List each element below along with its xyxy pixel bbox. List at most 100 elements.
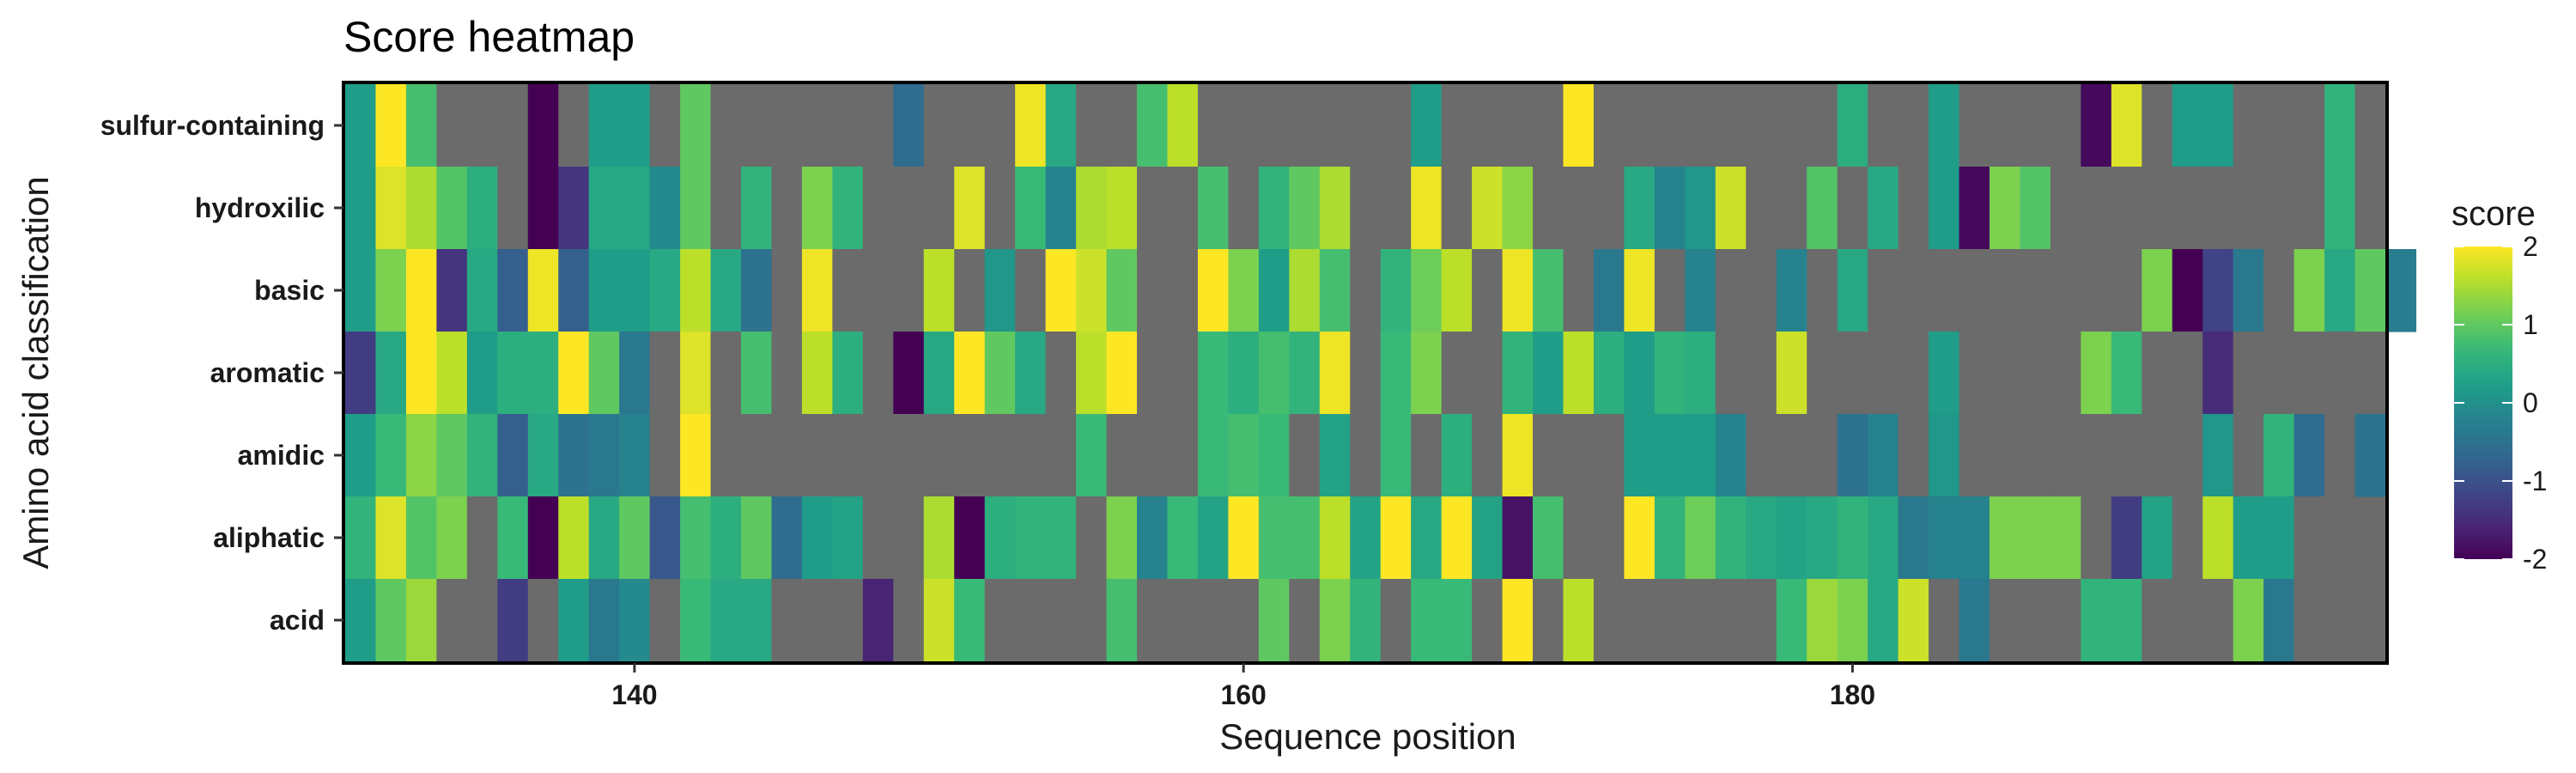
x-tick-label: 140 bbox=[611, 679, 657, 710]
heatmap-cell bbox=[1380, 332, 1412, 415]
heatmap-cell bbox=[1441, 84, 1473, 167]
heatmap-cell bbox=[862, 249, 894, 332]
heatmap-cell bbox=[1715, 84, 1747, 167]
heatmap-cell bbox=[954, 496, 986, 580]
heatmap-cell bbox=[1837, 332, 1868, 415]
heatmap-cell bbox=[1715, 414, 1747, 497]
heatmap-cell bbox=[1929, 84, 1960, 167]
heatmap-cell bbox=[1015, 84, 1047, 167]
heatmap-cell bbox=[1624, 167, 1656, 250]
heatmap-cell bbox=[741, 167, 773, 250]
heatmap-cell bbox=[649, 414, 681, 497]
heatmap-cell bbox=[771, 167, 803, 250]
y-tick-label: acid bbox=[270, 605, 325, 636]
heatmap-cell bbox=[710, 414, 742, 497]
heatmap-cell bbox=[1319, 332, 1351, 415]
heatmap-cell bbox=[2172, 414, 2203, 497]
heatmap-cell bbox=[1593, 332, 1625, 415]
heatmap-cell bbox=[832, 579, 864, 662]
heatmap-cell bbox=[558, 579, 590, 662]
heatmap-cell bbox=[1685, 84, 1716, 167]
heatmap-cell bbox=[619, 332, 651, 415]
heatmap-cell bbox=[801, 167, 833, 250]
heatmap-cell bbox=[1868, 84, 1899, 167]
heatmap-cell bbox=[1807, 167, 1838, 250]
heatmap-cell bbox=[1137, 84, 1169, 167]
heatmap-cell bbox=[1258, 249, 1290, 332]
heatmap-cell bbox=[649, 249, 681, 332]
heatmap-cell bbox=[2111, 249, 2142, 332]
heatmap-cell bbox=[436, 414, 468, 497]
heatmap-cell bbox=[1472, 249, 1504, 332]
heatmap-cell bbox=[1137, 496, 1169, 580]
heatmap-cell bbox=[2293, 167, 2325, 250]
heatmap-cell bbox=[1411, 249, 1443, 332]
heatmap-cell bbox=[1715, 332, 1747, 415]
heatmap-cell bbox=[1776, 414, 1807, 497]
heatmap-cell bbox=[2081, 414, 2112, 497]
heatmap-cell bbox=[1929, 249, 1960, 332]
heatmap-cell bbox=[466, 84, 498, 167]
heatmap-cell bbox=[801, 249, 833, 332]
heatmap-cell bbox=[893, 249, 925, 332]
heatmap-cell bbox=[2142, 579, 2173, 662]
heatmap-cell bbox=[771, 84, 803, 167]
heatmap-cell bbox=[1106, 332, 1138, 415]
heatmap-cell bbox=[1776, 496, 1807, 580]
heatmap-cell bbox=[1319, 414, 1351, 497]
heatmap-cell bbox=[1076, 167, 1108, 250]
heatmap-cell bbox=[1289, 332, 1321, 415]
heatmap-cell bbox=[527, 249, 559, 332]
heatmap-cell bbox=[345, 249, 377, 332]
heatmap-cell bbox=[2020, 579, 2051, 662]
heatmap-cell bbox=[2263, 167, 2295, 250]
heatmap-cell bbox=[2385, 249, 2417, 332]
heatmap-cell bbox=[1350, 414, 1382, 497]
heatmap-cell bbox=[1289, 579, 1321, 662]
heatmap-cell bbox=[1837, 579, 1868, 662]
heatmap-cell bbox=[1654, 496, 1686, 580]
heatmap-cell bbox=[2111, 167, 2142, 250]
legend-title: score bbox=[2451, 195, 2536, 233]
heatmap-cell bbox=[1533, 579, 1564, 662]
heatmap-cell bbox=[1076, 332, 1108, 415]
legend-ticks: 2 1 0 -1 -2 bbox=[2454, 231, 2547, 575]
heatmap-cell bbox=[466, 579, 498, 662]
heatmap-cell bbox=[2172, 84, 2203, 167]
heatmap-cell bbox=[1137, 332, 1169, 415]
heatmap-cell bbox=[1746, 332, 1777, 415]
heatmap-cell bbox=[1380, 167, 1412, 250]
heatmap-cell bbox=[741, 579, 773, 662]
heatmap-cell bbox=[619, 579, 651, 662]
heatmap-cell bbox=[436, 84, 468, 167]
heatmap-cell bbox=[2293, 414, 2325, 497]
heatmap-cell bbox=[984, 414, 1016, 497]
heatmap-cell bbox=[771, 579, 803, 662]
heatmap-cell bbox=[2050, 579, 2081, 662]
heatmap-cell bbox=[2202, 249, 2234, 332]
heatmap-cell bbox=[2293, 579, 2325, 662]
heatmap-cell bbox=[1502, 332, 1534, 415]
heatmap-cell bbox=[1868, 249, 1899, 332]
heatmap-cell bbox=[345, 579, 377, 662]
heatmap-cell bbox=[2233, 579, 2264, 662]
heatmap-cell bbox=[497, 332, 529, 415]
heatmap-cell bbox=[1746, 84, 1777, 167]
heatmap-cell bbox=[345, 167, 377, 250]
heatmap-cell bbox=[1898, 579, 1929, 662]
heatmap-cell bbox=[1258, 84, 1290, 167]
heatmap-cell bbox=[1076, 414, 1108, 497]
heatmap-cell bbox=[1837, 167, 1868, 250]
heatmap-cell bbox=[862, 84, 894, 167]
legend-tick-label: -2 bbox=[2523, 544, 2547, 575]
heatmap-cell bbox=[588, 249, 620, 332]
heatmap-cell bbox=[1898, 414, 1929, 497]
heatmap-cell bbox=[1228, 414, 1260, 497]
heatmap-cell bbox=[436, 167, 468, 250]
heatmap-cell bbox=[1715, 579, 1747, 662]
heatmap-cell bbox=[741, 414, 773, 497]
heatmap-cell bbox=[1380, 84, 1412, 167]
heatmap-cell bbox=[375, 84, 407, 167]
heatmap-cell bbox=[2233, 167, 2264, 250]
heatmap-cell bbox=[1015, 414, 1047, 497]
